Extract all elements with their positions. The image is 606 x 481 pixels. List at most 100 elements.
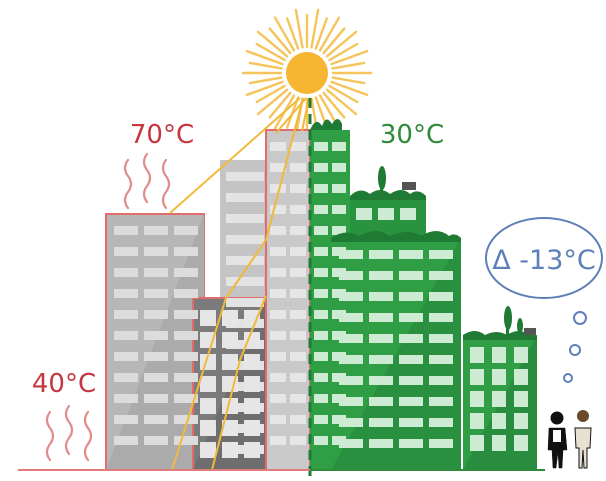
window bbox=[114, 247, 138, 256]
window bbox=[270, 247, 286, 256]
sun-ray bbox=[245, 80, 284, 97]
sun-ray bbox=[268, 91, 292, 119]
window bbox=[314, 436, 328, 445]
window bbox=[429, 334, 453, 343]
window bbox=[369, 334, 393, 343]
window bbox=[144, 331, 168, 340]
sun-ray bbox=[318, 16, 341, 52]
window bbox=[314, 394, 328, 403]
window bbox=[174, 310, 198, 319]
sun-ray bbox=[256, 30, 289, 58]
window bbox=[514, 413, 528, 429]
window bbox=[399, 418, 423, 427]
window bbox=[114, 331, 138, 340]
window bbox=[222, 398, 238, 414]
window bbox=[399, 292, 423, 301]
window bbox=[114, 289, 138, 298]
window bbox=[144, 310, 168, 319]
window bbox=[226, 193, 264, 202]
window bbox=[332, 205, 346, 214]
window bbox=[400, 208, 416, 220]
window bbox=[314, 352, 328, 361]
window bbox=[514, 391, 528, 407]
building-left-shadow bbox=[106, 214, 204, 470]
window bbox=[174, 394, 198, 403]
window bbox=[200, 420, 216, 436]
sun-ray bbox=[248, 61, 283, 70]
window bbox=[174, 415, 198, 424]
window bbox=[290, 205, 306, 214]
window bbox=[369, 397, 393, 406]
window bbox=[369, 418, 393, 427]
window bbox=[114, 310, 138, 319]
window bbox=[144, 226, 168, 235]
thought-dot-1 bbox=[573, 311, 587, 325]
window bbox=[270, 205, 286, 214]
ground-temperature-label: 40°C bbox=[32, 369, 96, 399]
window bbox=[114, 436, 138, 445]
window bbox=[200, 310, 216, 326]
window bbox=[270, 226, 286, 235]
window bbox=[270, 352, 286, 361]
window bbox=[470, 435, 484, 451]
window bbox=[314, 205, 328, 214]
window bbox=[399, 271, 423, 280]
sun-ray bbox=[268, 27, 292, 55]
window bbox=[270, 394, 286, 403]
window bbox=[429, 355, 453, 364]
window bbox=[270, 163, 286, 172]
window bbox=[399, 439, 423, 448]
window bbox=[114, 268, 138, 277]
window bbox=[174, 289, 198, 298]
sun-ray bbox=[256, 88, 289, 116]
heat-waves-ground-icon bbox=[45, 404, 93, 462]
window bbox=[339, 271, 363, 280]
conventional-buildings bbox=[105, 129, 311, 471]
window bbox=[429, 292, 453, 301]
window bbox=[174, 247, 198, 256]
green-windows bbox=[314, 142, 528, 451]
window bbox=[114, 352, 138, 361]
sun-ray bbox=[314, 17, 329, 50]
heat-waves-roof-icon bbox=[123, 152, 171, 210]
window bbox=[270, 142, 286, 151]
window bbox=[290, 289, 306, 298]
window bbox=[290, 373, 306, 382]
window bbox=[244, 442, 260, 458]
window bbox=[492, 369, 506, 385]
window bbox=[314, 373, 328, 382]
window bbox=[226, 235, 264, 244]
window bbox=[339, 439, 363, 448]
window bbox=[492, 391, 506, 407]
window bbox=[314, 226, 328, 235]
window bbox=[314, 142, 328, 151]
window bbox=[270, 373, 286, 382]
sun-ray bbox=[330, 49, 369, 66]
window bbox=[369, 439, 393, 448]
window bbox=[339, 334, 363, 343]
window bbox=[429, 418, 453, 427]
window bbox=[369, 376, 393, 385]
window bbox=[290, 163, 306, 172]
window bbox=[244, 420, 260, 436]
window bbox=[314, 247, 328, 256]
window bbox=[332, 226, 346, 235]
window bbox=[290, 268, 306, 277]
delta-temperature-label: Δ -13°C bbox=[492, 245, 596, 276]
green-roof-buildings bbox=[310, 119, 537, 470]
window bbox=[244, 376, 260, 392]
window bbox=[244, 354, 260, 370]
window bbox=[174, 226, 198, 235]
window bbox=[144, 373, 168, 382]
sun-ray bbox=[294, 8, 304, 49]
sun-ray bbox=[322, 91, 346, 119]
window bbox=[226, 214, 264, 223]
window bbox=[290, 436, 306, 445]
window bbox=[399, 334, 423, 343]
window bbox=[514, 369, 528, 385]
window bbox=[226, 277, 264, 286]
window bbox=[226, 172, 264, 181]
window bbox=[222, 442, 238, 458]
sun-disc bbox=[286, 52, 328, 94]
